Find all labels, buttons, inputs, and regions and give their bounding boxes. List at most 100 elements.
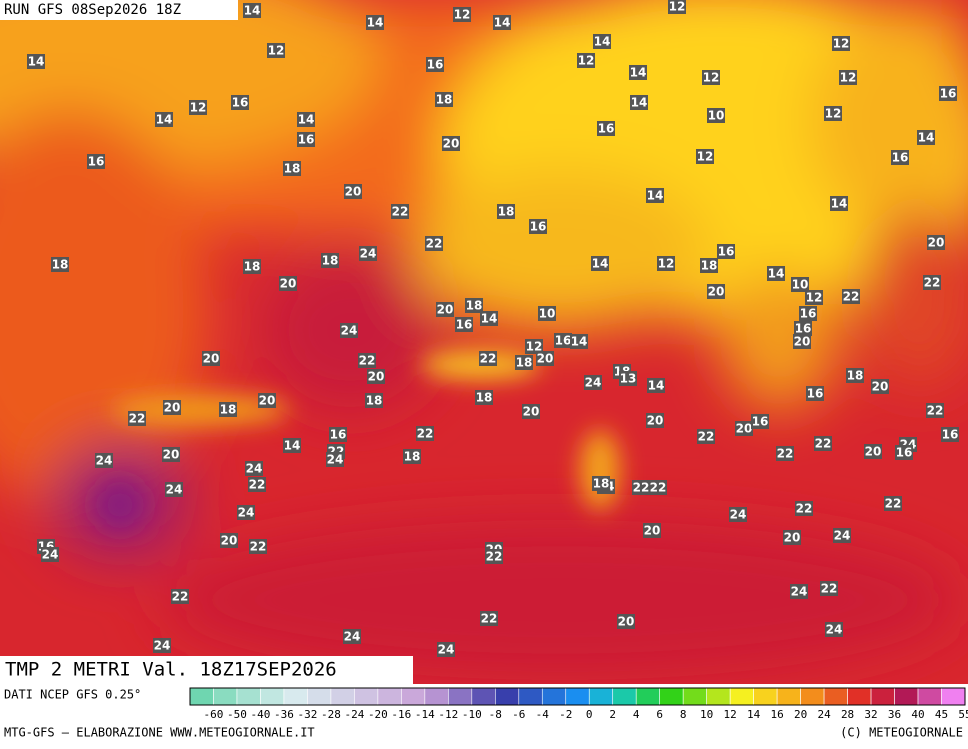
colorbar-tick-label: 4: [633, 708, 640, 721]
temperature-label: 16: [752, 415, 769, 429]
temperature-label: 10: [708, 109, 725, 123]
label-box: [617, 614, 635, 629]
temperature-label: 24: [238, 506, 255, 520]
label-box: [794, 321, 812, 336]
temperature-label: 22: [815, 437, 832, 451]
temperature-label: 22: [924, 276, 941, 290]
temperature-label: 22: [129, 412, 146, 426]
temperature-label: 18: [436, 93, 453, 107]
temperature-label: 14: [244, 4, 261, 18]
temperature-label: 16: [896, 446, 913, 460]
colorbar-tick-label: -36: [274, 708, 294, 721]
label-box: [163, 400, 181, 415]
label-box: [243, 259, 261, 274]
temperature-label: 20: [872, 380, 889, 394]
temperature-label: 20: [928, 236, 945, 250]
colorbar-swatch: [565, 687, 590, 706]
colorbar-swatch: [941, 687, 966, 706]
temperature-label: 16: [940, 87, 957, 101]
temperature-label: 22: [359, 354, 376, 368]
temperature-label: 10: [539, 307, 556, 321]
label-box: [791, 277, 809, 292]
label-box: [480, 611, 498, 626]
colorbar-tick-label: 6: [656, 708, 663, 721]
colorbar-swatch: [894, 687, 919, 706]
temperature-label: 24: [246, 462, 263, 476]
temperature-label: 16: [718, 245, 735, 259]
field-label: TMP 2 METRI Val. 18Z17SEP2026: [5, 659, 337, 681]
label-box: [465, 298, 483, 313]
temperature-label: 24: [826, 623, 843, 637]
colorbar-swatch: [448, 687, 473, 706]
colorbar-tick-label: -24: [344, 708, 364, 721]
label-box: [597, 121, 615, 136]
temperature-label: 14: [298, 113, 315, 127]
label-box: [776, 446, 794, 461]
temperature-label: 20: [437, 303, 454, 317]
colorbar-tick-label: 36: [888, 708, 901, 721]
label-box: [493, 15, 511, 30]
label-box: [326, 452, 344, 467]
label-box: [426, 57, 444, 72]
colorbar-swatch: [283, 687, 308, 706]
temperature-label: 24: [42, 548, 59, 562]
temperature-label: 14: [831, 197, 848, 211]
temperature-label: 22: [417, 427, 434, 441]
label-box: [927, 235, 945, 250]
temperature-label: 14: [631, 96, 648, 110]
temperature-label: 18: [220, 403, 237, 417]
label-box: [171, 589, 189, 604]
colorbar-swatch: [471, 687, 496, 706]
colorbar-swatch: [729, 687, 754, 706]
colorbar-swatch: [917, 687, 942, 706]
label-box: [591, 256, 609, 271]
label-box: [707, 108, 725, 123]
label-box: [87, 154, 105, 169]
temperature-label: 16: [330, 428, 347, 442]
label-box: [646, 188, 664, 203]
temperature-label: 20: [523, 405, 540, 419]
label-box: [629, 65, 647, 80]
colorbar-tick-label: 40: [911, 708, 924, 721]
temperature-label: 22: [249, 478, 266, 492]
label-box: [707, 284, 725, 299]
label-box: [367, 369, 385, 384]
label-box: [820, 581, 838, 596]
label-box: [790, 584, 808, 599]
header-box: [0, 0, 238, 20]
colorbar-swatch: [682, 687, 707, 706]
colorbar-tick-label: 12: [724, 708, 737, 721]
label-box: [917, 130, 935, 145]
colorbar-swatch: [635, 687, 660, 706]
label-box: [832, 36, 850, 51]
temperature-label: 22: [821, 582, 838, 596]
colorbar-tick-label: -16: [391, 708, 411, 721]
label-box: [258, 393, 276, 408]
temperature-label: 16: [795, 322, 812, 336]
temperature-label: 24: [341, 324, 358, 338]
label-box: [939, 86, 957, 101]
colorbar-tick-label: -8: [489, 708, 502, 721]
label-box: [696, 149, 714, 164]
temperature-label: 18: [701, 259, 718, 273]
temperature-label: 20: [221, 534, 238, 548]
temperature-label: 16: [800, 307, 817, 321]
temperature-label: 12: [703, 71, 720, 85]
label-box: [189, 100, 207, 115]
label-box: [366, 15, 384, 30]
temperature-label: 12: [190, 101, 207, 115]
temperature-label: 18: [322, 254, 339, 268]
label-box: [619, 371, 637, 386]
temperature-label: 20: [647, 414, 664, 428]
temperature-label: 12: [833, 37, 850, 51]
label-box: [321, 253, 339, 268]
temperature-label: 24: [154, 639, 171, 653]
colorbar-tick-label: -60: [204, 708, 224, 721]
colorbar-swatch: [424, 687, 449, 706]
label-box: [830, 196, 848, 211]
temperature-label: 20: [443, 137, 460, 151]
colorbar-swatch: [401, 687, 426, 706]
label-box: [442, 136, 460, 151]
colorbar-swatch: [330, 687, 355, 706]
label-box: [162, 447, 180, 462]
